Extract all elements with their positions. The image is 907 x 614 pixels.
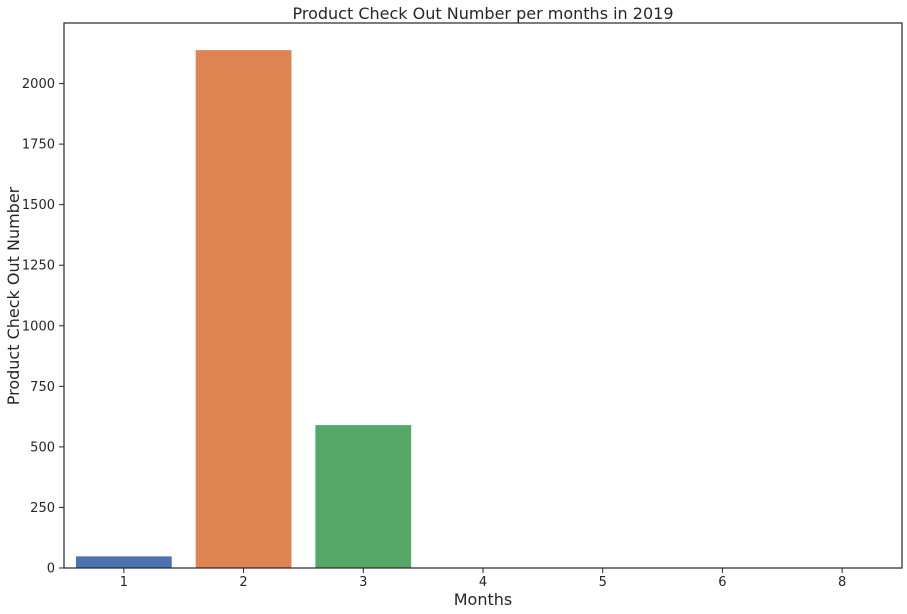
y-tick-label: 1500 <box>22 198 55 213</box>
y-tick-label: 2000 <box>22 77 55 92</box>
chart-title: Product Check Out Number per months in 2… <box>293 4 674 23</box>
x-tick-label: 6 <box>718 575 726 590</box>
y-tick-label: 1750 <box>22 138 55 153</box>
bar-month-2 <box>195 50 292 568</box>
x-tick-label: 2 <box>239 575 247 590</box>
y-tick-label: 750 <box>30 380 55 395</box>
x-tick-label: 4 <box>479 575 487 590</box>
x-tick-label: 1 <box>120 575 128 590</box>
x-tick-label: 3 <box>359 575 367 590</box>
y-axis-title: Product Check Out Number <box>4 186 23 405</box>
bar-month-3 <box>315 425 412 568</box>
y-tick-label: 250 <box>30 501 55 516</box>
bars-layer <box>75 50 412 568</box>
x-tick-label: 5 <box>599 575 607 590</box>
bar-month-1 <box>75 556 172 568</box>
y-tick-label: 1250 <box>22 259 55 274</box>
x-tick-label: 8 <box>838 575 846 590</box>
y-tick-label: 1000 <box>22 319 55 334</box>
y-tick-label: 0 <box>47 562 55 577</box>
plot-frame <box>63 22 903 569</box>
ticks-layer: 1 2 3 4 5 6 8 0 250 500 750 1000 1250 1500 1750 2000 <box>22 77 846 590</box>
x-axis-title: Months <box>454 590 512 609</box>
y-tick-label: 500 <box>30 440 55 455</box>
